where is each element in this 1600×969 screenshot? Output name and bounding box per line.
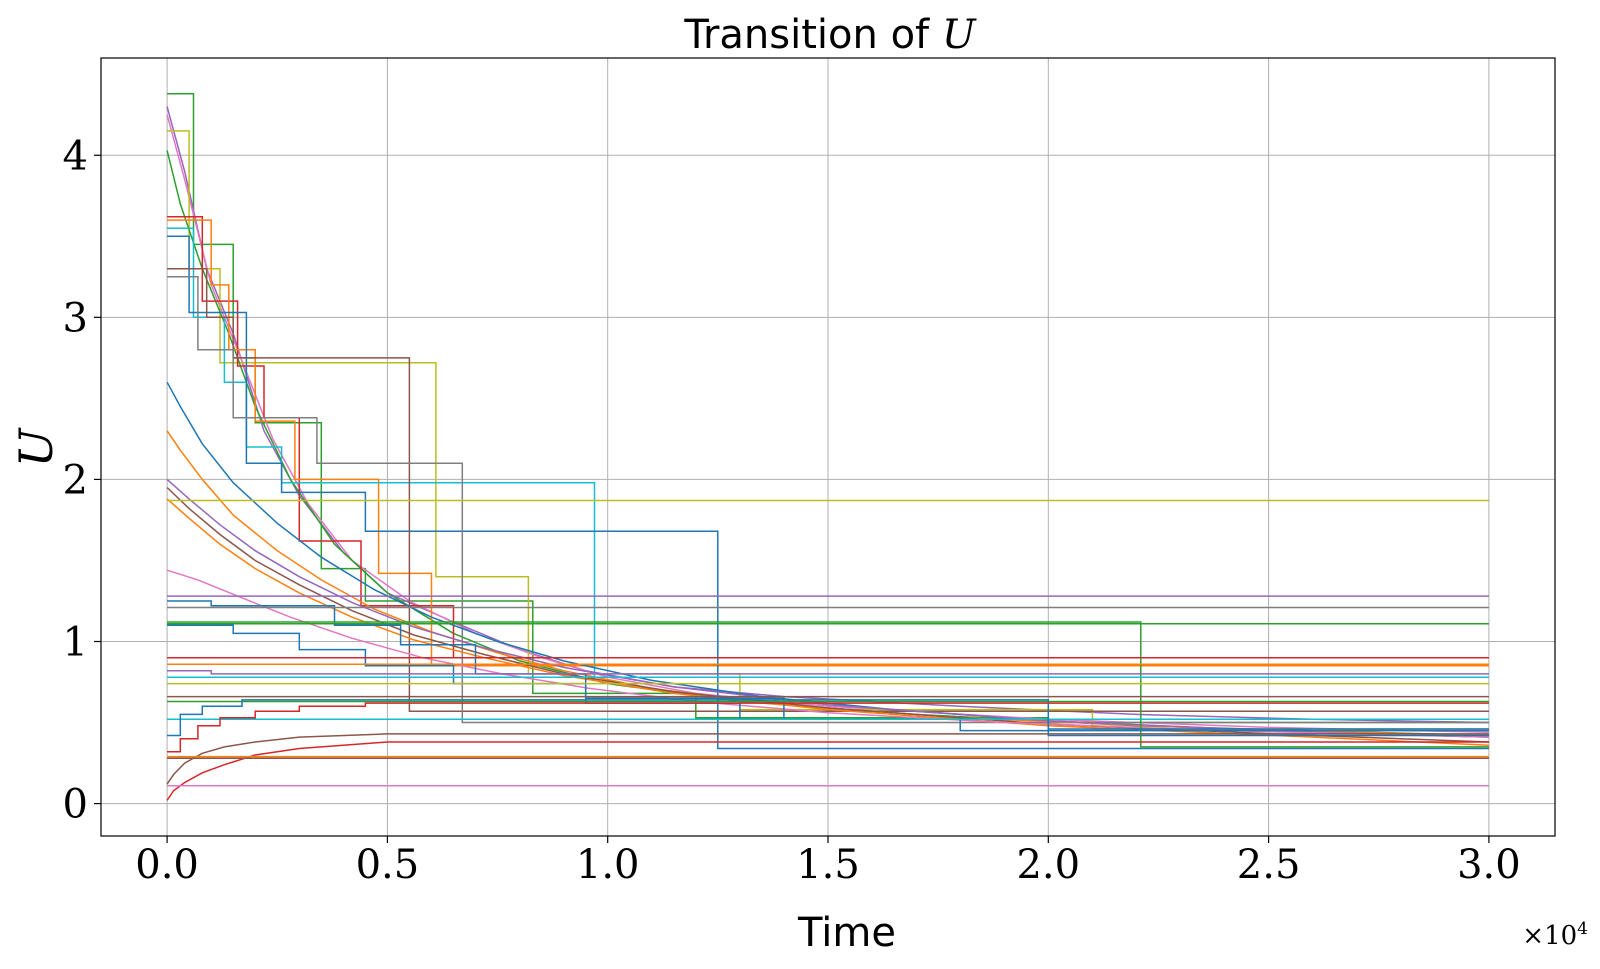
series-lines: [166, 92, 1489, 801]
x-tick-label: 2.0: [1016, 842, 1080, 888]
grid-lines: [101, 58, 1555, 836]
y-tick-label: 0: [63, 782, 88, 828]
series-line-35: [166, 733, 1489, 785]
series-line-27: [167, 669, 1489, 675]
x-tick-label: 3.0: [1457, 842, 1521, 888]
y-tick-label: 3: [63, 295, 88, 341]
series-line-34: [167, 702, 1489, 753]
series-line-33: [167, 699, 1489, 737]
x-axis-label: Time: [797, 910, 896, 956]
axis-ticks: 0.0 0.5 1.0 1.5 2.0 2.5 3.0 0 1 2 3 4: [63, 133, 1521, 888]
y-tick-label: 4: [63, 133, 88, 179]
y-axis-label: U: [9, 426, 63, 467]
series-line-9: [167, 235, 1489, 750]
series-line-10: [167, 267, 1489, 712]
chart-title: Transition of U: [683, 12, 976, 58]
series-line-11: [167, 276, 1489, 724]
x-tick-label: 1.5: [796, 842, 860, 888]
x-tick-label: 2.5: [1237, 842, 1301, 888]
series-line-14: [166, 478, 1489, 738]
series-line-7: [167, 219, 1489, 667]
x-tick-label: 0.5: [356, 842, 420, 888]
series-line-1: [167, 92, 1489, 724]
x-tick-label: 1.0: [576, 842, 640, 888]
series-line-36: [166, 741, 1489, 801]
y-tick-label: 1: [63, 620, 88, 666]
y-tick-label: 2: [63, 457, 88, 503]
series-line-22: [167, 621, 1489, 748]
x-axis-offset-label: ×104: [1522, 919, 1588, 951]
x-tick-label: 0.0: [135, 842, 199, 888]
